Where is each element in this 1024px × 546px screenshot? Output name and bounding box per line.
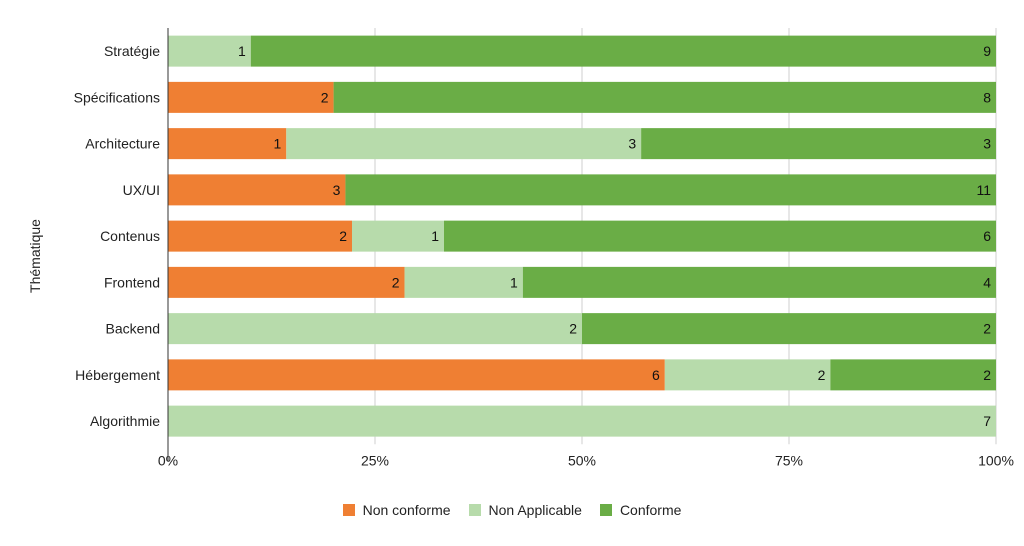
data-label: 2 <box>321 89 329 105</box>
category-label: Backend <box>106 321 160 337</box>
category-label: Stratégie <box>104 43 160 59</box>
legend-swatch <box>599 504 612 516</box>
legend-label: Non conforme <box>362 502 451 518</box>
data-label: 8 <box>983 89 991 105</box>
bar-segment <box>444 220 996 252</box>
data-label: 1 <box>238 43 246 59</box>
category-label: Algorithmie <box>90 413 160 429</box>
y-axis-title: Thématique <box>27 219 43 293</box>
bar-segment <box>522 266 996 298</box>
data-label: 2 <box>569 321 577 337</box>
data-label: 1 <box>510 274 518 290</box>
legend-item[interactable]: Non conforme <box>342 502 451 518</box>
data-label: 2 <box>983 367 991 383</box>
bar-segment <box>333 81 997 113</box>
bar-segment <box>168 359 665 391</box>
data-label: 2 <box>392 274 400 290</box>
bar-segment <box>168 174 346 206</box>
x-tick-labels: 0% 25% 50% 75% 100% <box>158 452 1014 468</box>
data-label: 6 <box>652 367 660 383</box>
x-tick-label: 25% <box>361 452 389 468</box>
x-tick-label: 75% <box>775 452 803 468</box>
legend-label: Conforme <box>619 502 682 518</box>
legend-swatch <box>342 504 355 516</box>
data-label: 4 <box>983 274 991 290</box>
bar-segment <box>168 35 251 67</box>
bar-segment <box>168 266 405 298</box>
data-label: 7 <box>983 413 991 429</box>
data-label: 3 <box>628 136 636 152</box>
data-label: 1 <box>431 228 439 244</box>
data-label: 2 <box>983 321 991 337</box>
category-label: Contenus <box>100 228 160 244</box>
bar-segment <box>404 266 523 298</box>
bar-segment <box>168 220 352 252</box>
category-label: UX/UI <box>123 182 160 198</box>
bar-segment <box>168 405 996 437</box>
bar-segment <box>582 313 996 345</box>
bar-segment <box>168 128 287 160</box>
data-label: 2 <box>818 367 826 383</box>
bars <box>168 35 997 437</box>
legend-label: Non Applicable <box>488 502 582 518</box>
bar-segment <box>830 359 996 391</box>
x-tick-label: 50% <box>568 452 596 468</box>
bar-segment <box>664 359 831 391</box>
category-label: Frontend <box>104 274 160 290</box>
data-label: 2 <box>339 228 347 244</box>
bar-segment <box>345 174 996 206</box>
category-labels: Stratégie Spécifications Architecture UX/UI… <box>74 43 161 429</box>
category-label: Architecture <box>85 136 160 152</box>
category-label: Spécifications <box>74 89 160 105</box>
legend-swatch <box>468 504 481 516</box>
bar-segment <box>286 128 642 160</box>
bar-segment <box>250 35 997 67</box>
bar-segment <box>641 128 996 160</box>
legend-item[interactable]: Conforme <box>599 502 682 518</box>
data-label: 6 <box>983 228 991 244</box>
x-tick-label: 100% <box>978 452 1014 468</box>
bar-segment <box>168 81 334 113</box>
data-label: 11 <box>976 182 991 198</box>
bar-segment <box>352 220 444 252</box>
category-label: Hébergement <box>75 367 160 383</box>
data-labels: 1 9 2 8 1 3 3 3 11 2 1 6 2 1 4 2 2 6 2 2 7 <box>238 43 991 429</box>
legend: Non conforme Non Applicable Conforme <box>0 498 1024 522</box>
data-label: 3 <box>333 182 341 198</box>
bar-segment <box>168 313 582 345</box>
data-label: 3 <box>983 136 991 152</box>
data-label: 9 <box>983 43 991 59</box>
data-label: 1 <box>273 136 281 152</box>
legend-item[interactable]: Non Applicable <box>468 502 582 518</box>
